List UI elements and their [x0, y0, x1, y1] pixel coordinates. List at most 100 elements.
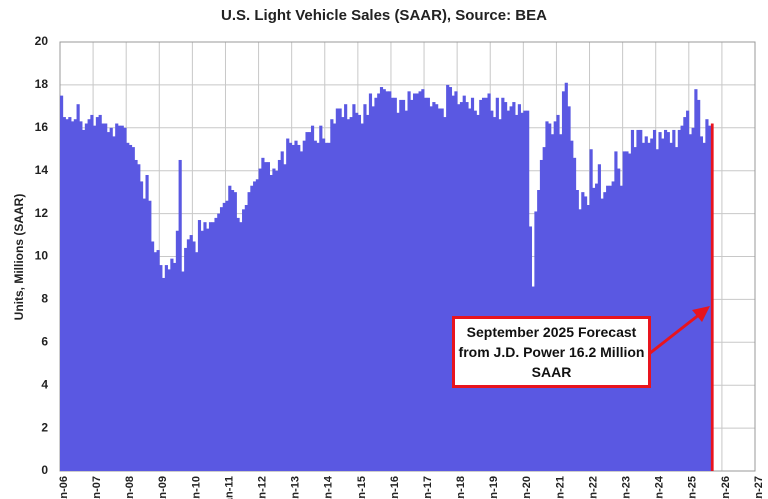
bar [280, 151, 284, 471]
bar [346, 119, 350, 471]
annotation-arrowhead [692, 306, 710, 322]
bar [219, 207, 224, 472]
bar [661, 138, 665, 471]
y-tick-label: 20 [35, 34, 49, 48]
bar [498, 119, 502, 471]
labels: 0 2 4 6 8 10 12 14 16 18 20 Jan-06 Jan-07 Jan-08 Jan-0… [35, 34, 765, 499]
bar [388, 91, 392, 472]
bar [435, 104, 439, 471]
bar [211, 222, 215, 471]
bar [377, 93, 381, 471]
bar [390, 97, 395, 472]
bar [495, 97, 499, 472]
bar [145, 174, 149, 472]
bar [374, 97, 378, 472]
bar [396, 112, 400, 471]
bar [308, 132, 312, 471]
bar [652, 129, 657, 471]
x-tick-label: Jan-25 [687, 476, 699, 499]
bar [93, 125, 97, 471]
bar [697, 99, 701, 471]
bar [487, 93, 491, 471]
bar [382, 89, 386, 471]
bar [492, 117, 497, 471]
bar [589, 149, 593, 471]
bar [95, 117, 100, 471]
bar [363, 104, 367, 471]
bar [173, 262, 177, 471]
bar [476, 114, 480, 472]
bar [451, 95, 455, 471]
bar [239, 222, 243, 471]
bar [443, 117, 447, 471]
bar [148, 200, 152, 472]
bar [658, 132, 662, 471]
bar [65, 119, 69, 471]
bar [115, 123, 119, 471]
bar [459, 102, 464, 471]
bar [253, 181, 257, 472]
bar [87, 119, 91, 471]
bar [299, 151, 304, 471]
bar [462, 95, 466, 471]
bar [542, 147, 546, 472]
bar [404, 110, 408, 471]
bar [117, 125, 122, 471]
bar [327, 142, 331, 471]
bar [313, 140, 317, 472]
bar [567, 106, 571, 471]
x-tick-label: Jan-19 [488, 476, 500, 499]
bar [283, 164, 287, 471]
bar [371, 106, 375, 471]
x-tick-label: Jan-26 [720, 476, 732, 499]
bar [506, 110, 510, 471]
x-tick-label: Jan-13 [290, 476, 302, 499]
bar [178, 159, 182, 471]
bar [708, 125, 712, 471]
x-tick-label: Jan-18 [455, 476, 467, 499]
bar [393, 97, 397, 472]
bar [647, 142, 651, 471]
bar [481, 97, 486, 472]
bar [247, 192, 251, 471]
bar [523, 110, 527, 471]
bar [181, 271, 185, 471]
bar [465, 102, 469, 471]
bar [680, 125, 684, 471]
bar [200, 230, 204, 471]
bar [677, 129, 681, 471]
bar [520, 112, 524, 471]
bar [310, 125, 315, 471]
bar [305, 132, 309, 471]
bar [413, 93, 417, 471]
bar [407, 91, 411, 472]
bar [548, 123, 552, 471]
bar [184, 247, 188, 471]
bar [228, 185, 232, 471]
annotation-arrow [644, 312, 701, 359]
bar [222, 202, 226, 471]
x-tick-label: Jan-11 [223, 476, 235, 499]
bar [275, 170, 279, 471]
bar [79, 121, 83, 472]
bar [244, 205, 248, 471]
x-tick-label: Jan-15 [356, 476, 368, 499]
y-axis-label: Units, Millions (SAAR) [12, 194, 26, 321]
bar [490, 110, 494, 471]
bar [556, 114, 560, 472]
y-tick-label: 8 [41, 292, 48, 306]
x-tick-label: Jan-27 [753, 476, 765, 499]
bar [672, 129, 676, 471]
bar [418, 91, 422, 472]
bar [688, 134, 692, 472]
x-tick-label: Jan-09 [157, 476, 169, 499]
bar [302, 140, 306, 472]
bar [437, 108, 441, 472]
bar [360, 123, 364, 471]
bar [189, 235, 193, 471]
bar [203, 222, 207, 471]
y-tick-label: 16 [35, 120, 49, 134]
bar [424, 97, 428, 472]
bar [139, 181, 144, 472]
